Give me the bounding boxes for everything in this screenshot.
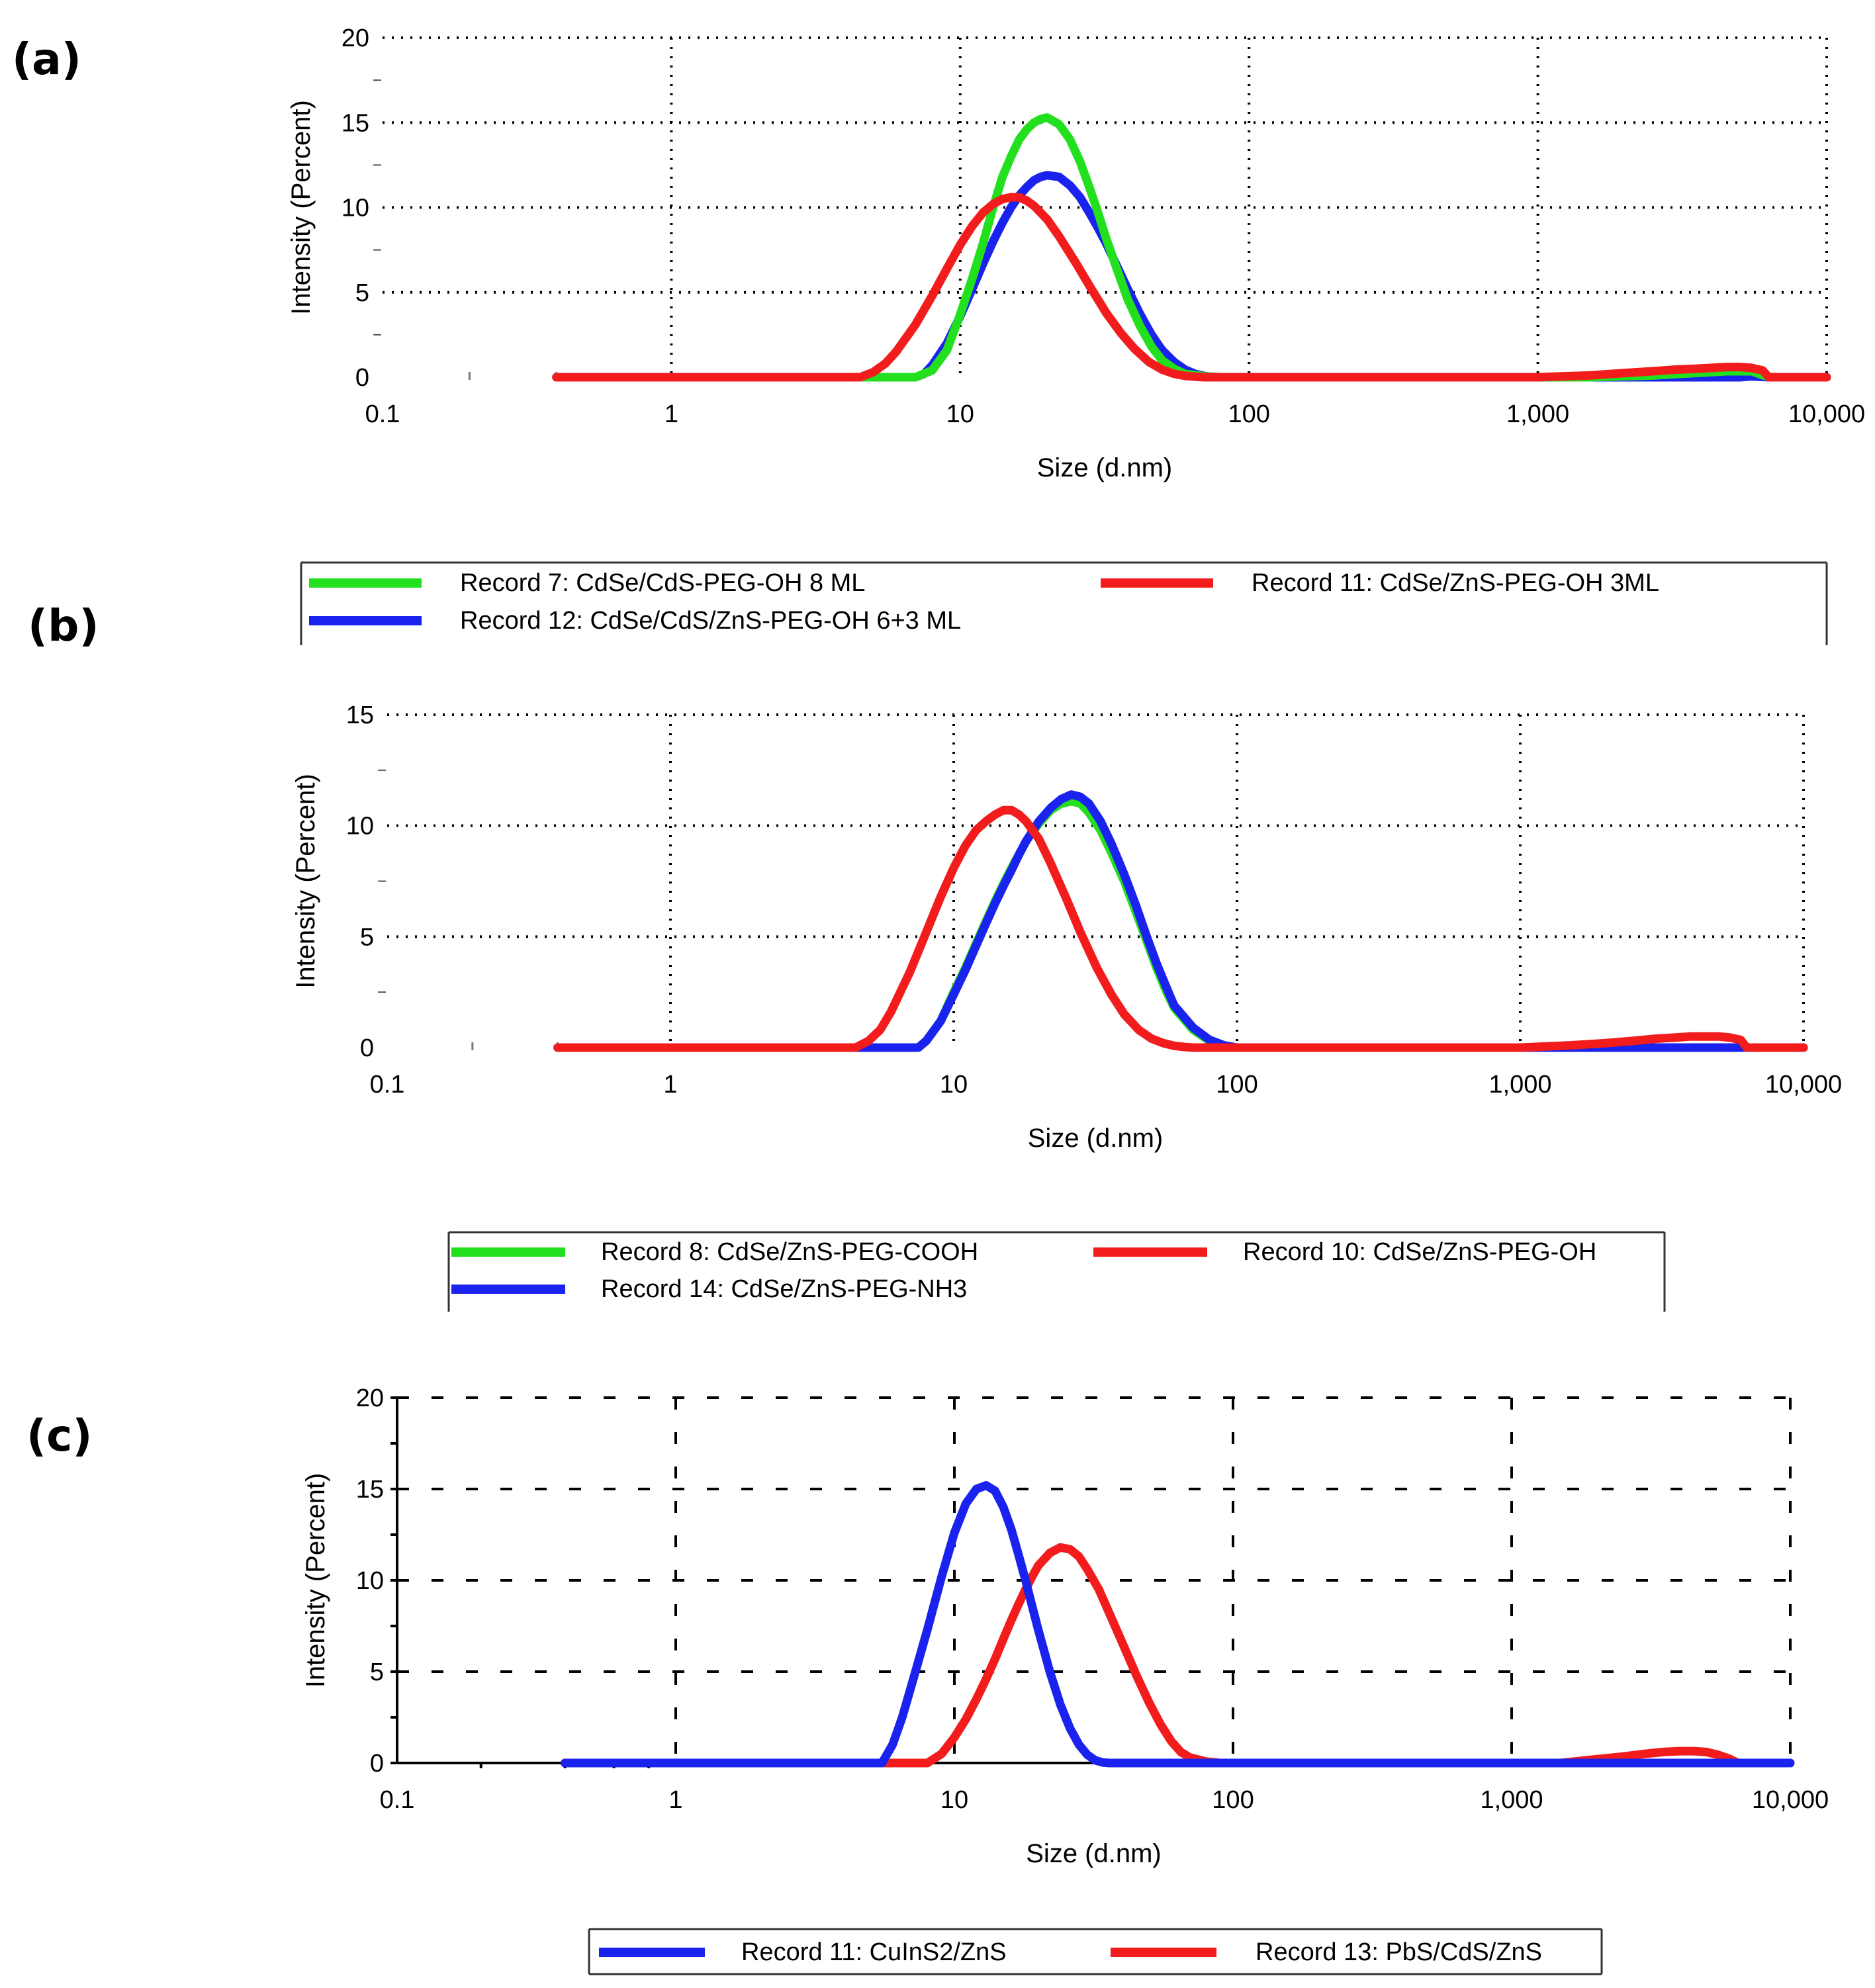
panel-label: (a) — [12, 34, 81, 85]
legend: Record 7: CdSe/CdS-PEG-OH 8 ML Record 11:… — [300, 561, 1828, 645]
legend-label: Record 11: CuInS2/ZnS — [741, 1938, 1007, 1966]
legend-label: Record 7: CdSe/CdS-PEG-OH 8 ML — [460, 569, 865, 597]
legend-label: Record 13: PbS/CdS/ZnS — [1256, 1938, 1542, 1966]
x-tick-label: 1 — [663, 1071, 677, 1099]
y-tick-label: 15 — [342, 109, 369, 137]
series-line — [561, 1481, 1795, 1768]
series-line — [561, 1543, 1795, 1768]
legend-label: Record 10: CdSe/ZnS-PEG-OH — [1243, 1238, 1596, 1266]
y-tick-label: 20 — [356, 1384, 384, 1412]
y-tick-label: 5 — [360, 923, 374, 951]
y-tick-label: 10 — [356, 1567, 384, 1595]
y-axis-label: Intensity (Percent) — [287, 100, 316, 315]
panel-a: (a) 0.1 1 10 100 1,000 10,000 0 5 10 15 20 Size (d.n… — [12, 24, 1865, 645]
series-line — [552, 171, 1831, 382]
legend-label: Record 12: CdSe/CdS/ZnS-PEG-OH 6+3 ML — [460, 607, 961, 635]
x-axis-label: Size (d.nm) — [1026, 1839, 1162, 1868]
x-tick-label: 10 — [940, 1071, 968, 1099]
legend: Record 11: CuInS2/ZnS Record 13: PbS/CdS/… — [588, 1928, 1603, 1975]
x-tick-label: 10,000 — [1765, 1071, 1842, 1099]
panel-b: (b) 0.1 1 10 100 1,000 10,000 0 5 10 15 Size (d.nm)… — [28, 600, 1842, 1312]
x-tick-label: 0.1 — [370, 1071, 405, 1099]
series-line — [553, 790, 1808, 1052]
legend-label: Record 11: CdSe/ZnS-PEG-OH 3ML — [1252, 569, 1659, 597]
y-tick-label: 0 — [360, 1034, 374, 1062]
series-line — [552, 193, 1831, 382]
x-tick-label: 1,000 — [1480, 1786, 1543, 1814]
panel-c: (c) 0.1 1 10 100 1,000 10,000 0 5 10 15 20 Size (d.n… — [26, 1384, 1829, 1975]
y-tick-label: 5 — [355, 279, 369, 307]
y-axis-label: Intensity (Percent) — [301, 1473, 330, 1688]
x-tick-label: 100 — [1212, 1786, 1254, 1814]
x-tick-label: 0.1 — [365, 400, 400, 428]
x-tick-label: 100 — [1228, 400, 1269, 428]
legend: Record 8: CdSe/ZnS-PEG-COOH Record 10: Cd… — [447, 1231, 1666, 1312]
x-axis-label: Size (d.nm) — [1028, 1124, 1164, 1153]
y-tick-label: 10 — [342, 195, 369, 222]
series-line — [553, 805, 1808, 1052]
y-tick-label: 10 — [346, 813, 374, 840]
x-axis-label: Size (d.nm) — [1037, 453, 1173, 482]
y-tick-label: 15 — [346, 701, 374, 729]
legend-label: Record 8: CdSe/ZnS-PEG-COOH — [601, 1238, 978, 1266]
x-tick-label: 100 — [1216, 1071, 1258, 1099]
x-tick-label: 1,000 — [1488, 1071, 1551, 1099]
x-tick-label: 10,000 — [1752, 1786, 1829, 1814]
x-tick-label: 1 — [668, 1786, 682, 1814]
series-line — [552, 113, 1831, 382]
legend-label: Record 14: CdSe/ZnS-PEG-NH3 — [601, 1275, 967, 1303]
x-tick-label: 1 — [664, 400, 678, 428]
y-tick-label: 0 — [355, 364, 369, 392]
y-tick-label: 15 — [356, 1476, 384, 1504]
x-tick-label: 1,000 — [1506, 400, 1569, 428]
x-tick-label: 10 — [940, 1786, 968, 1814]
y-axis-label: Intensity (Percent) — [291, 774, 320, 989]
panel-label: (b) — [28, 600, 99, 651]
y-tick-label: 20 — [342, 24, 369, 52]
x-tick-label: 10,000 — [1788, 400, 1865, 428]
y-tick-label: 0 — [370, 1750, 384, 1778]
x-tick-label: 10 — [946, 400, 974, 428]
x-tick-label: 0.1 — [380, 1786, 415, 1814]
panel-label: (c) — [26, 1410, 92, 1461]
y-tick-label: 5 — [370, 1658, 384, 1686]
